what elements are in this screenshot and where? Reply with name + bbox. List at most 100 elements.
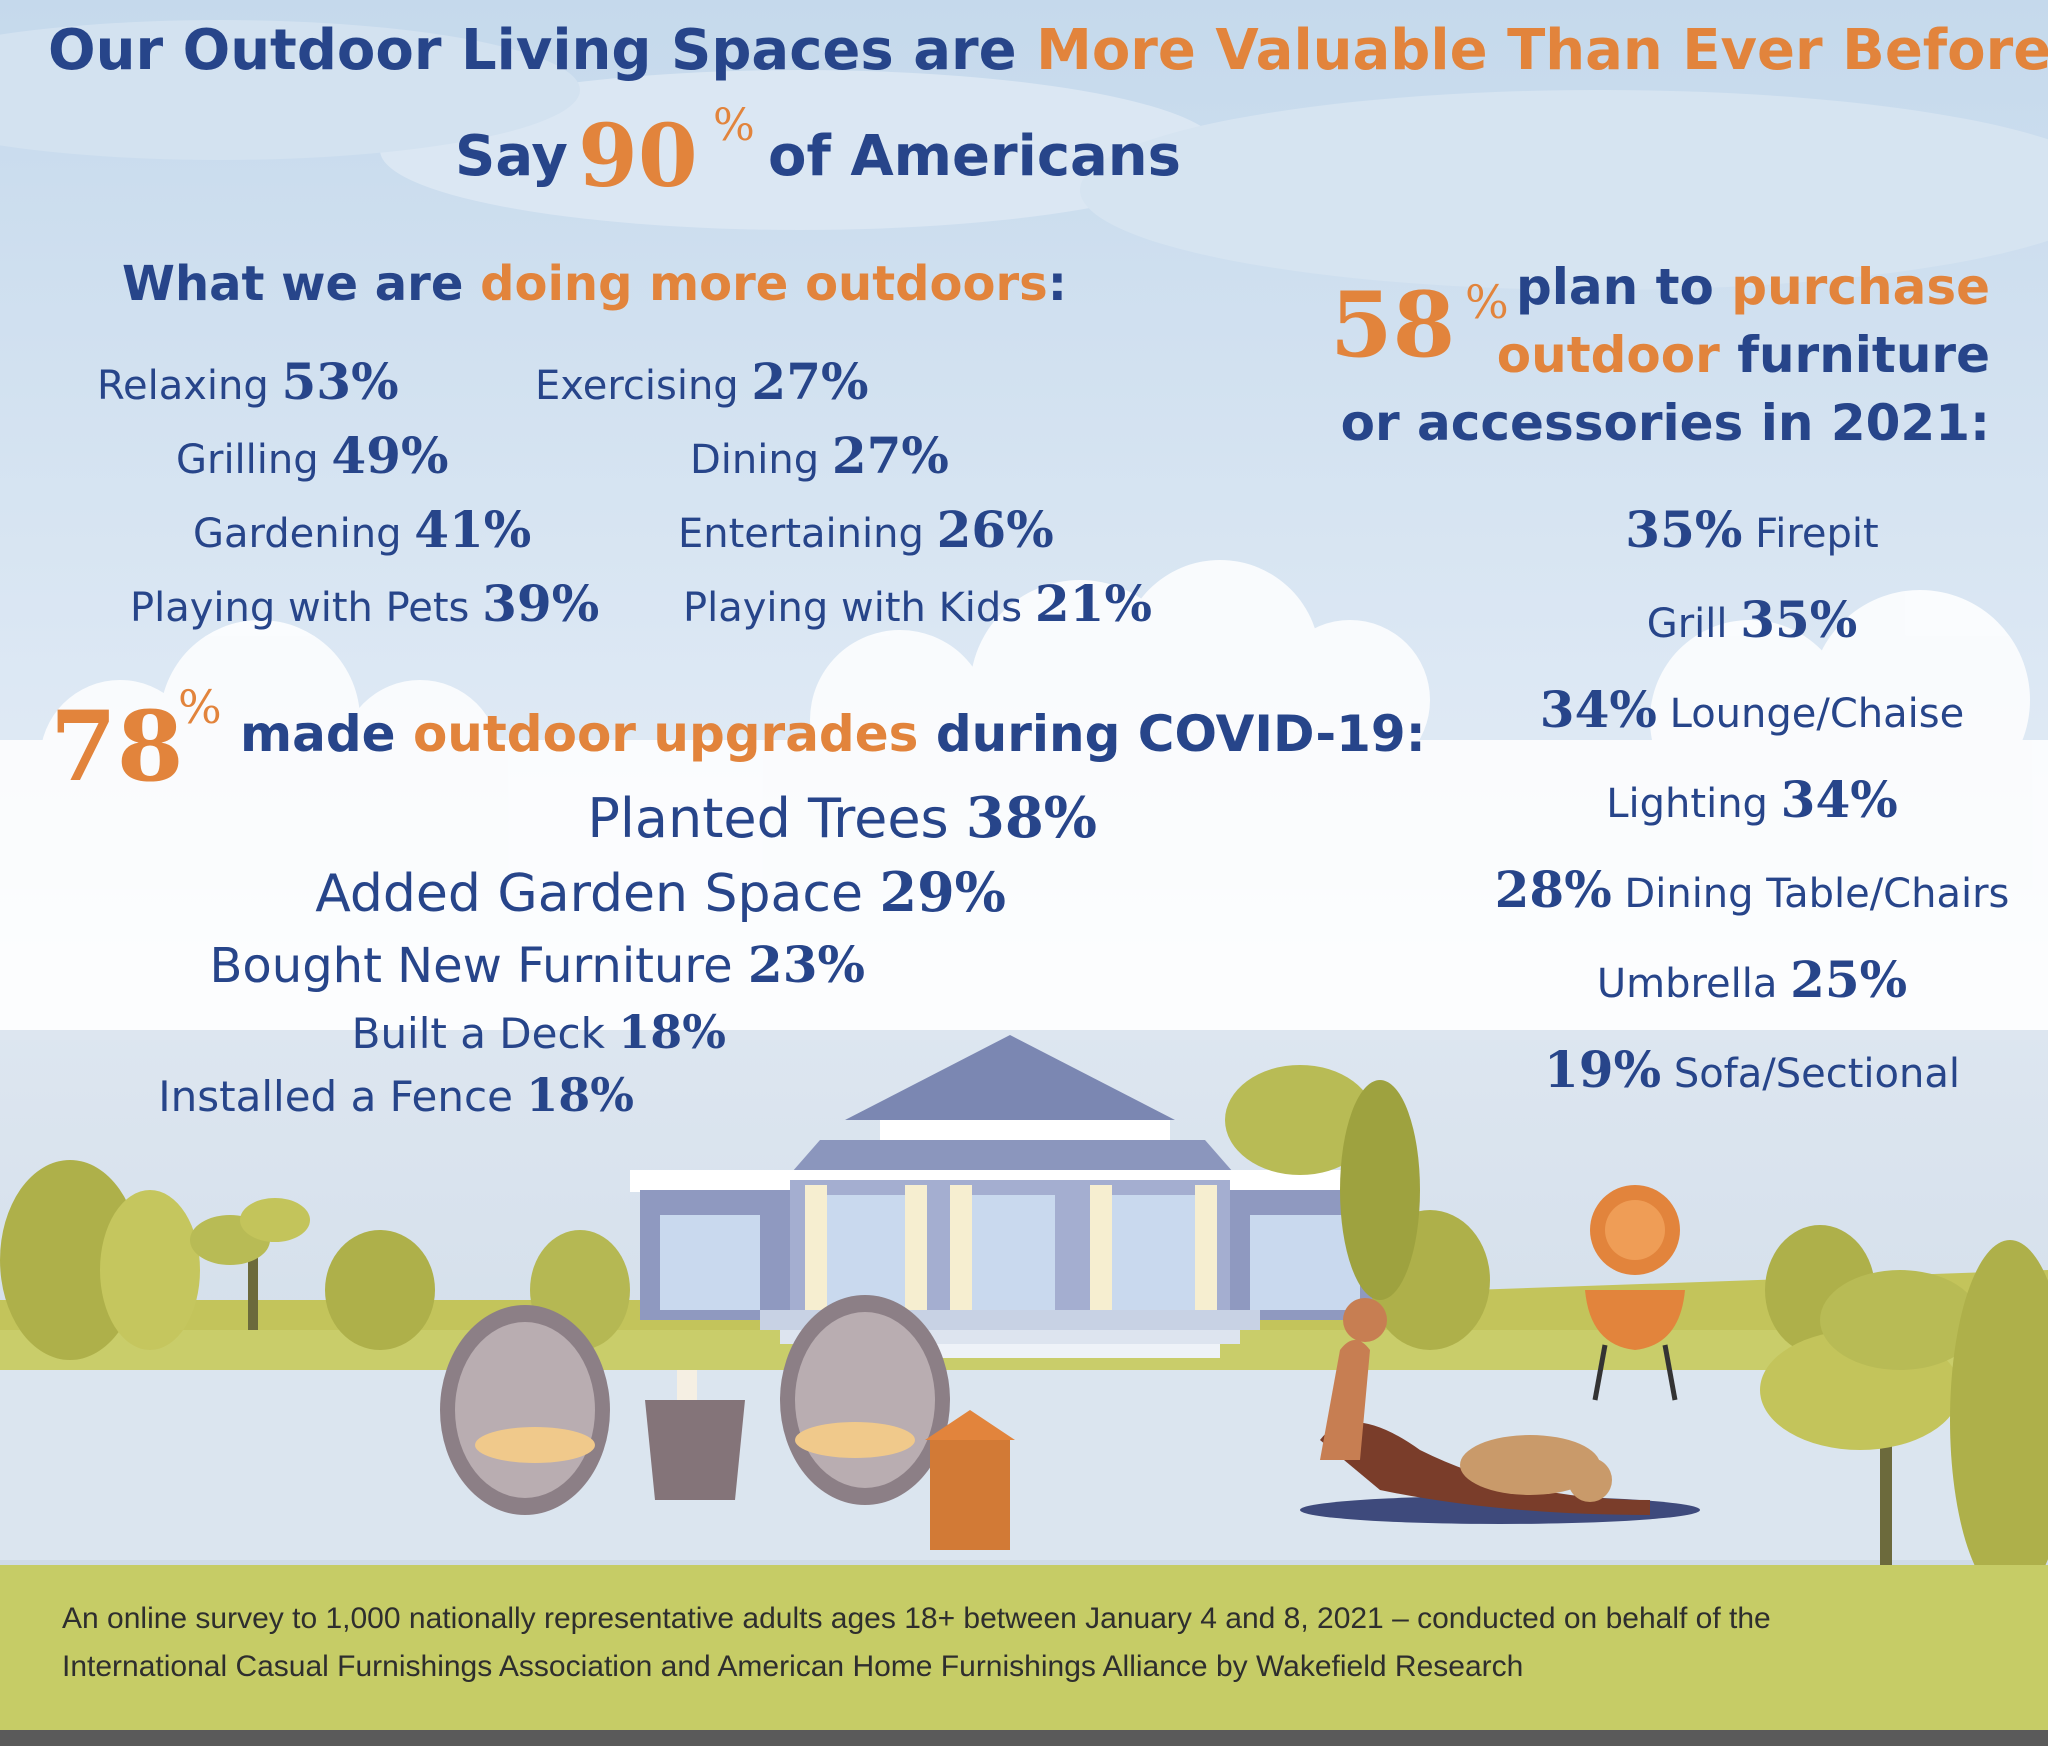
purchase-percent: %: [1465, 275, 1509, 329]
list-item: Dining 27%: [690, 426, 949, 485]
item-label: Installed a Fence: [158, 1072, 513, 1121]
item-value: 35%: [1625, 500, 1743, 559]
footer-band: [0, 1565, 2048, 1730]
list-item: Gardening 41%: [193, 500, 531, 559]
item-value: 34%: [1539, 680, 1657, 739]
item-label: Grilling: [176, 437, 319, 483]
item-value: 26%: [936, 500, 1054, 559]
item-label: Sofa/Sectional: [1673, 1051, 1960, 1097]
upgrades-heading-part3: during COVID-19:: [918, 705, 1426, 763]
item-label: Lighting: [1606, 781, 1768, 827]
list-item: Grilling 49%: [176, 426, 448, 485]
item-value: 34%: [1780, 770, 1898, 829]
purchase-heading-line2: outdoor furniture: [1497, 326, 1990, 384]
upgrades-heading-part2: outdoor upgrades: [412, 705, 919, 763]
item-value: 38%: [965, 785, 1097, 851]
yoga-person: [1300, 1298, 1700, 1524]
house: [630, 1035, 1390, 1358]
item-value: 25%: [1790, 950, 1908, 1009]
item-value: 19%: [1544, 1040, 1662, 1099]
page-title: Our Outdoor Living Spaces are More Valua…: [48, 18, 2048, 83]
purchase-line1-part2: purchase: [1731, 258, 1990, 316]
item-label: Lounge/Chaise: [1669, 691, 1965, 737]
upgrades-percent: %: [178, 680, 222, 734]
item-value: 18%: [618, 1005, 726, 1059]
subtitle-percent: %: [713, 100, 755, 151]
title-part2: More Valuable Than Ever Before: [1036, 18, 2048, 83]
purchase-number: 58: [1330, 272, 1456, 378]
list-item: Planted Trees 38%: [587, 785, 1097, 851]
item-value: 29%: [879, 860, 1006, 924]
right-tree: [1760, 1240, 2048, 1600]
list-item: 35% Firepit: [1625, 500, 1878, 559]
item-value: 23%: [747, 935, 865, 994]
doing-more-heading-part2: doing more outdoors: [480, 256, 1048, 312]
list-item: 19% Sofa/Sectional: [1544, 1040, 1960, 1099]
item-label: Umbrella: [1596, 961, 1778, 1007]
footer-line2: International Casual Furnishings Associa…: [62, 1650, 1524, 1683]
item-label: Playing with Pets: [130, 585, 470, 631]
list-item: Playing with Kids 21%: [683, 574, 1152, 633]
doing-more-heading-part1: What we are: [122, 256, 481, 312]
upgrades-number: 78: [50, 690, 184, 803]
item-label: Playing with Kids: [683, 585, 1023, 631]
title-part1: Our Outdoor Living Spaces are: [48, 18, 1037, 83]
purchase-heading-line1: plan to purchase: [1516, 258, 1990, 316]
item-value: 49%: [331, 426, 449, 485]
item-value: 53%: [281, 352, 399, 411]
item-label: Firepit: [1755, 511, 1879, 557]
grill: [1585, 1185, 1685, 1401]
doing-more-heading: What we are doing more outdoors:: [122, 256, 1067, 312]
item-value: 18%: [526, 1068, 634, 1122]
list-item: Grill 35%: [1647, 590, 1858, 649]
list-item: Bought New Furniture 23%: [209, 935, 865, 994]
item-label: Added Garden Space: [315, 864, 863, 924]
cloud: [0, 20, 580, 160]
item-value: 27%: [751, 352, 869, 411]
item-value: 35%: [1740, 590, 1858, 649]
item-value: 39%: [482, 574, 600, 633]
purchase-line2-part2: furniture: [1719, 326, 1990, 384]
footer-line1: An online survey to 1,000 nationally rep…: [62, 1602, 1771, 1635]
doing-more-heading-part3: :: [1047, 256, 1067, 312]
item-label: Built a Deck: [351, 1009, 605, 1058]
list-item: Installed a Fence 18%: [158, 1068, 634, 1122]
cloud: [380, 70, 1220, 230]
list-item: Lighting 34%: [1606, 770, 1898, 829]
item-value: 28%: [1494, 860, 1612, 919]
list-item: Exercising 27%: [535, 352, 869, 411]
list-item: Relaxing 53%: [97, 352, 399, 411]
item-label: Grill: [1646, 601, 1728, 647]
purchase-line2-part1: outdoor: [1496, 326, 1720, 384]
item-value: 41%: [414, 500, 532, 559]
purchase-line1-part1: plan to: [1515, 258, 1732, 316]
list-item: Playing with Pets 39%: [130, 574, 599, 633]
list-item: Added Garden Space 29%: [315, 860, 1006, 924]
item-label: Exercising: [535, 363, 739, 409]
list-item: Umbrella 25%: [1597, 950, 1907, 1009]
patio: [0, 1370, 2048, 1560]
item-label: Gardening: [193, 511, 402, 557]
purchase-heading-line3: or accessories in 2021:: [1340, 394, 1990, 452]
subtitle-say: Say: [455, 124, 568, 189]
subtitle-rest: of Americans: [768, 124, 1181, 189]
item-label: Bought New Furniture: [209, 938, 733, 994]
clouds-horizon: [0, 560, 2048, 1040]
item-label: Relaxing: [97, 363, 269, 409]
bushes: [0, 1065, 1875, 1360]
item-label: Dining Table/Chairs: [1624, 871, 2010, 917]
item-value: 21%: [1034, 574, 1152, 633]
subtitle-number: 90: [578, 106, 698, 207]
upgrades-heading: made outdoor upgrades during COVID-19:: [240, 705, 1426, 763]
item-value: 27%: [831, 426, 949, 485]
bottom-bar: [0, 1730, 2048, 1746]
item-label: Entertaining: [678, 511, 924, 557]
list-item: 28% Dining Table/Chairs: [1495, 860, 2010, 919]
list-item: Built a Deck 18%: [352, 1005, 726, 1059]
wicker-chairs: [440, 1295, 1015, 1550]
list-item: 34% Lounge/Chaise: [1540, 680, 1964, 739]
cloud: [1080, 90, 2048, 290]
small-tree: [190, 1198, 310, 1330]
